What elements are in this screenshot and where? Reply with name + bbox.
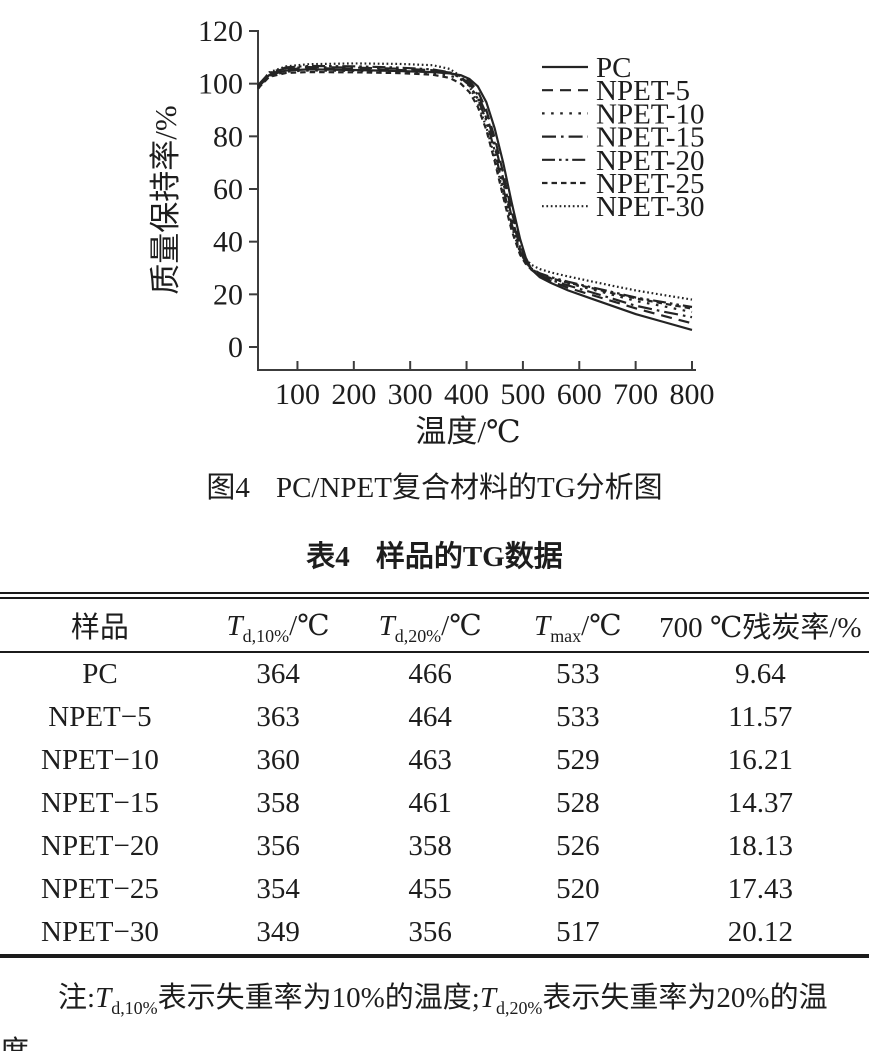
value-cell: 533 [556,701,600,733]
series-line-npet-25 [257,70,693,310]
series-line-npet-20 [257,64,693,309]
note-text-segment: 表示失重率为10%的温度; [157,982,480,1014]
value-cell: 517 [556,916,600,948]
series-line-npet-5 [257,66,693,325]
value-cell: 363 [256,701,300,733]
sample-name-cell: NPET−5 [48,701,152,733]
table-header: 样品 Td,10%/℃ Td,20%/℃ Tmax/℃ 700 ℃残炭率/% [0,595,869,653]
value-cell: 364 [256,658,300,690]
y-tick-label: 20 [213,278,243,311]
value-cell: 455 [408,873,452,905]
series-line-npet-30 [257,62,693,301]
note-text-segment: 表示失重率为20%的温度。 [0,982,828,1051]
x-tick-label: 100 [275,378,320,411]
table-row: NPET−20 356 358 526 18.13 [0,825,869,868]
tg-chart-svg: 0 20 40 60 80 100 120 100 200 300 400 500 600 700 800 温… [148,15,715,449]
figure-caption-label: 图4 [206,472,250,504]
y-tick-label: 0 [228,331,243,364]
note-text-segment: T [479,982,496,1014]
value-cell: 354 [256,873,300,905]
y-tick-label: 40 [213,226,243,259]
value-cell: 464 [408,701,452,733]
sample-name-cell: PC [82,658,118,690]
value-cell: 16.21 [727,744,793,776]
x-tick-label: 500 [500,378,545,411]
value-cell: 11.57 [728,701,793,733]
table-title-text: 样品的TG数据 [375,541,563,573]
y-axis-title: 质量保持率/% [148,105,183,294]
tg-data-table: 样品 Td,10%/℃ Td,20%/℃ Tmax/℃ 700 ℃残炭率/% PC 364… [0,592,869,958]
value-cell: 356 [408,916,452,948]
table-title: 表4 样品的TG数据 [0,533,869,575]
table-row: NPET−25 354 455 520 17.43 [0,868,869,911]
y-tick-label: 80 [213,120,243,153]
legend-label-npet-10: NPET-10 [596,98,705,130]
value-cell: 528 [556,787,600,819]
sample-name-cell: NPET−15 [41,787,159,819]
table-note: 注:Td,10%表示失重率为10%的温度;Td,20%表示失重率为20%的温度。 [0,972,869,1051]
tg-figure: 0 20 40 60 80 100 120 100 200 300 400 500 600 700 800 温… [0,0,869,506]
value-cell: 463 [408,744,452,776]
table-title-label: 表4 [306,541,350,573]
table-row: NPET−10 360 463 529 16.21 [0,739,869,782]
value-cell: 9.64 [734,658,786,690]
series-line-npet-10 [257,69,693,314]
value-cell: 533 [556,658,600,690]
column-header: 样品 [0,595,200,653]
sample-name-cell: NPET−10 [41,744,159,776]
value-cell: 17.43 [727,873,793,905]
series-line-npet-15 [257,65,693,319]
column-header: Td,10%/℃ [199,595,357,653]
value-cell: 349 [256,916,300,948]
legend-label-npet-5: NPET-5 [596,75,690,107]
value-cell: 360 [256,744,300,776]
x-tick-label: 600 [557,378,602,411]
legend-label-pc: PC [596,52,631,84]
x-tick-label: 300 [388,378,433,411]
value-cell: 356 [256,830,300,862]
value-cell: 520 [556,873,600,905]
value-cell: 14.37 [727,787,793,819]
value-cell: 466 [408,658,452,690]
sample-name-cell: NPET−20 [41,830,159,862]
table-row: PC 364 466 533 9.64 [0,652,869,696]
y-tick-label: 100 [198,68,243,101]
axes-spine [257,30,696,371]
column-header: Td,20%/℃ [356,595,504,653]
note-text-segment: 注: [58,982,96,1014]
note-text-segment: d,10% [111,998,158,1019]
sample-name-cell: NPET−25 [41,873,159,905]
note-text-segment: T [95,982,112,1014]
x-tick-label: 400 [444,378,489,411]
y-tick-label: 60 [213,173,243,206]
value-cell: 461 [408,787,452,819]
table-row: NPET−15 358 461 528 14.37 [0,782,869,825]
figure-caption: 图4 PC/NPET复合材料的TG分析图 [0,464,869,506]
figure-caption-text: PC/NPET复合材料的TG分析图 [275,472,663,504]
x-axis-title: 温度/℃ [415,414,520,449]
x-tick-label: 200 [331,378,376,411]
x-tick-label: 800 [670,378,715,411]
table-header-row: 样品 Td,10%/℃ Td,20%/℃ Tmax/℃ 700 ℃残炭率/% [0,595,869,653]
table-body: PC 364 466 533 9.64 NPET−5 363 464 533 11.57 NPET−… [0,652,869,956]
legend-label-npet-15: NPET-15 [596,122,705,154]
legend-label-npet-25: NPET-25 [596,168,705,200]
value-cell: 358 [408,830,452,862]
value-cell: 18.13 [727,830,793,862]
table-row: NPET−30 349 356 517 20.12 [0,911,869,956]
value-cell: 529 [556,744,600,776]
value-cell: 20.12 [727,916,793,948]
column-header: 700 ℃残炭率/% [651,595,869,653]
value-cell: 526 [556,830,600,862]
table-row: NPET−5 363 464 533 11.57 [0,696,869,739]
legend-label-npet-20: NPET-20 [596,145,705,177]
legend-label-npet-30: NPET-30 [596,191,705,223]
note-text-segment: d,20% [495,998,543,1019]
column-header: Tmax/℃ [503,595,652,653]
y-tick-label: 120 [198,15,243,48]
value-cell: 358 [256,787,300,819]
x-tick-label: 700 [613,378,658,411]
sample-name-cell: NPET−30 [41,916,159,948]
